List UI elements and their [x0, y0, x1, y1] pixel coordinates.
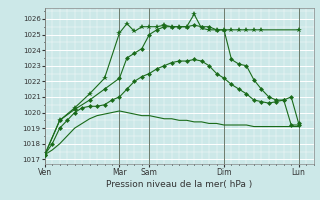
- X-axis label: Pression niveau de la mer( hPa ): Pression niveau de la mer( hPa ): [106, 180, 252, 189]
